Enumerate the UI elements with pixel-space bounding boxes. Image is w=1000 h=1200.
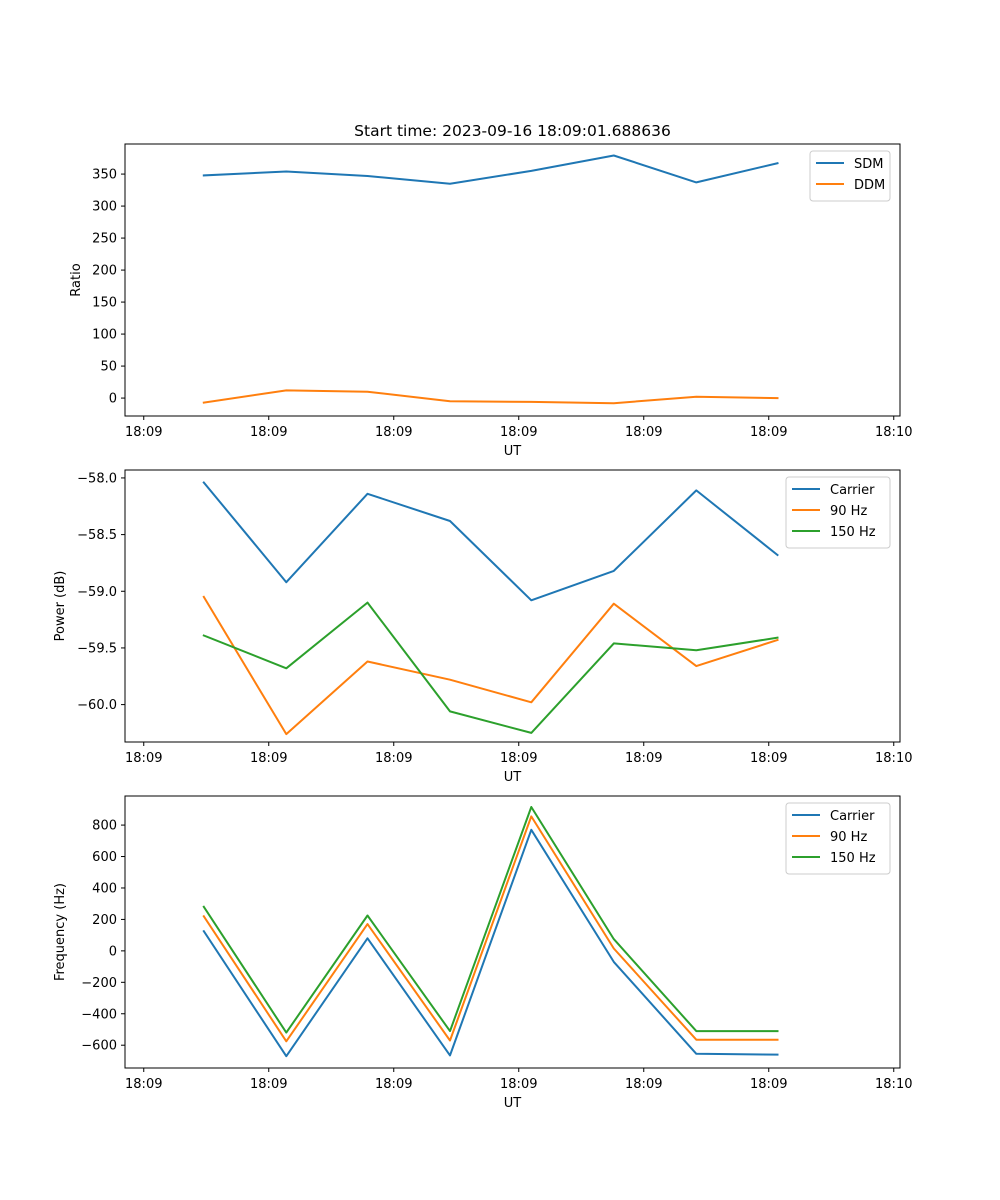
x-tick-label: 18:09 xyxy=(375,425,412,440)
y-tick-label: −400 xyxy=(81,1007,117,1022)
x-tick-label: 18:09 xyxy=(625,1077,662,1092)
x-tick-label: 18:09 xyxy=(375,1077,412,1092)
y-tick-label: −58.5 xyxy=(77,528,117,543)
x-tick-label: 18:09 xyxy=(625,425,662,440)
x-tick-label: 18:10 xyxy=(875,1077,912,1092)
y-tick-label: 0 xyxy=(109,392,117,407)
legend-label: 150 Hz xyxy=(830,525,876,540)
x-tick-label: 18:10 xyxy=(875,425,912,440)
y-tick-label: 600 xyxy=(92,850,117,865)
y-tick-label: −600 xyxy=(81,1039,117,1054)
series-line-ddm xyxy=(202,389,779,405)
y-tick-label: −60.0 xyxy=(77,698,117,713)
axes-frame xyxy=(124,143,901,417)
x-axis-label: UT xyxy=(504,1096,522,1111)
series-line-90-hz xyxy=(202,815,779,1043)
series-line-150-hz xyxy=(202,806,779,1034)
x-tick-label: 18:09 xyxy=(750,425,787,440)
series-group xyxy=(202,154,779,405)
y-axis-label: Ratio xyxy=(69,263,84,296)
axes-frame xyxy=(124,795,901,1069)
x-tick-label: 18:09 xyxy=(250,1077,287,1092)
legend-label: DDM xyxy=(854,178,885,193)
legend-label: Carrier xyxy=(830,809,875,824)
x-axis-label: UT xyxy=(504,770,522,785)
series-line-sdm xyxy=(202,154,779,185)
x-tick-label: 18:09 xyxy=(125,1077,162,1092)
x-tick-label: 18:09 xyxy=(750,1077,787,1092)
legend-label: 90 Hz xyxy=(830,830,867,845)
y-tick-label: 50 xyxy=(100,360,117,375)
y-tick-label: 200 xyxy=(92,913,117,928)
y-tick-label: 350 xyxy=(92,168,117,183)
y-tick-label: −59.0 xyxy=(77,585,117,600)
y-tick-label: 400 xyxy=(92,881,117,896)
y-tick-label: 150 xyxy=(92,296,117,311)
chart-title: Start time: 2023-09-16 18:09:01.688636 xyxy=(354,122,671,140)
y-tick-label: 200 xyxy=(92,264,117,279)
y-axis-label: Frequency (Hz) xyxy=(53,883,68,981)
x-axis-label: UT xyxy=(504,444,522,459)
x-tick-label: 18:09 xyxy=(625,751,662,766)
y-axis-label: Power (dB) xyxy=(53,571,68,642)
x-tick-label: 18:09 xyxy=(125,425,162,440)
axes-frame xyxy=(124,469,901,743)
x-tick-label: 18:09 xyxy=(500,425,537,440)
x-tick-label: 18:09 xyxy=(125,751,162,766)
y-tick-label: −58.0 xyxy=(77,471,117,486)
series-line-150-hz xyxy=(202,601,779,734)
series-group xyxy=(202,481,779,736)
series-group xyxy=(202,806,779,1058)
x-tick-label: 18:09 xyxy=(250,425,287,440)
x-tick-label: 18:09 xyxy=(250,751,287,766)
y-tick-label: 800 xyxy=(92,819,117,834)
legend: Carrier 90 Hz 150 Hz xyxy=(785,802,891,875)
legend-label: SDM xyxy=(854,157,883,172)
x-tick-label: 18:09 xyxy=(500,751,537,766)
power-panel: 18:09 18:09 18:09 18:09 18:09 18:09 18:10 −60.0… xyxy=(53,469,912,785)
x-tick-label: 18:09 xyxy=(750,751,787,766)
y-tick-label: 100 xyxy=(92,328,117,343)
x-tick-label: 18:09 xyxy=(500,1077,537,1092)
y-tick-label: −200 xyxy=(81,976,117,991)
frequency-panel: 18:09 18:09 18:09 18:09 18:09 18:09 18:10 −600 −… xyxy=(53,795,912,1111)
y-tick-label: 300 xyxy=(92,200,117,215)
series-line-carrier xyxy=(202,481,779,602)
series-line-carrier xyxy=(202,828,779,1058)
x-tick-label: 18:09 xyxy=(375,751,412,766)
legend: Carrier 90 Hz 150 Hz xyxy=(785,476,891,549)
legend: SDM DDM xyxy=(809,150,891,202)
legend-label: 90 Hz xyxy=(830,504,867,519)
series-line-90-hz xyxy=(202,595,779,736)
ratio-panel: 18:09 18:09 18:09 18:09 18:09 18:09 18:10 0 50 10… xyxy=(69,143,912,459)
legend-label: 150 Hz xyxy=(830,851,876,866)
x-tick-label: 18:10 xyxy=(875,751,912,766)
y-tick-label: 0 xyxy=(109,944,117,959)
legend-label: Carrier xyxy=(830,483,875,498)
y-tick-label: −59.5 xyxy=(77,641,117,656)
y-tick-label: 250 xyxy=(92,232,117,247)
